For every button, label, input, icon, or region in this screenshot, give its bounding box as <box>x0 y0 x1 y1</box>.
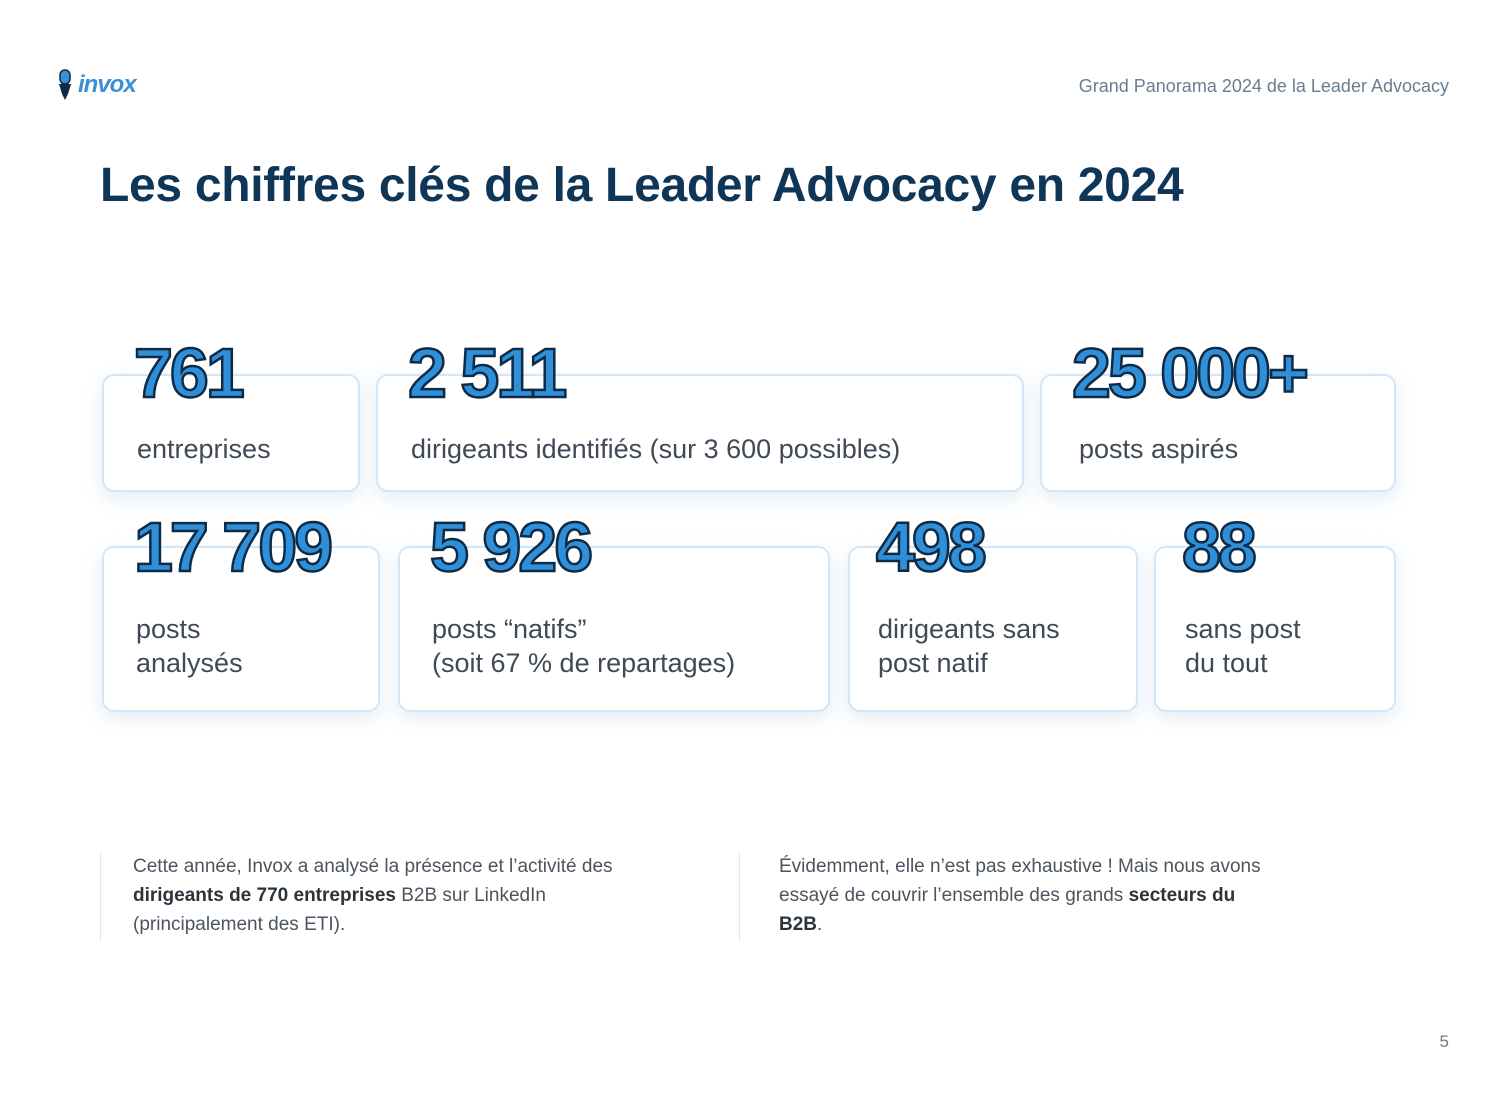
stat-card-no-native-post <box>848 546 1138 712</box>
intro-text-right: Évidemment, elle n’est pas exhaustive ! … <box>739 852 1261 942</box>
intro-text-left: Cette année, Invox a analysé la présence… <box>100 852 613 942</box>
stat-label-analyzed-posts: posts analysés <box>136 614 243 678</box>
stat-value-leaders: 2 511 <box>407 334 569 412</box>
stat-label-no-native-post: dirigeants sans post natif <box>878 614 1060 678</box>
brand-name: invox <box>78 71 137 98</box>
stat-card-no-post <box>1154 546 1396 712</box>
stat-label-leaders: dirigeants identifiés (sur 3 600 possibl… <box>411 434 901 464</box>
stat-label-collected-posts: posts aspirés <box>1079 434 1239 464</box>
stat-value-native-posts: 5 926 <box>429 508 595 586</box>
document-header-title: Grand Panorama 2024 de la Leader Advocac… <box>1078 76 1449 96</box>
stat-value-companies: 761 <box>133 334 246 412</box>
page-title: Les chiffres clés de la Leader Advocacy … <box>100 159 1184 212</box>
brand-logo: invox <box>56 68 137 102</box>
stat-value-collected-posts: 25 000+ <box>1071 334 1310 412</box>
stat-value-no-native-post: 498 <box>875 508 988 586</box>
stat-card-leaders <box>376 374 1024 492</box>
stat-label-companies: entreprises <box>137 434 271 464</box>
intro-paragraph-right: Évidemment, elle n’est pas exhaustive ! … <box>779 856 1261 935</box>
intro-paragraph-left: Cette année, Invox a analysé la présence… <box>133 856 613 935</box>
page-number: 5 <box>1439 1032 1449 1051</box>
stat-label-native-posts: posts “natifs” (soit 67 % de repartages) <box>432 614 736 678</box>
stat-value-analyzed-posts: 17 709 <box>133 508 335 586</box>
stat-label-no-post: sans post du tout <box>1185 614 1301 678</box>
stat-card-native-posts <box>398 546 830 712</box>
stat-card-analyzed-posts <box>102 546 380 712</box>
microphone-pen-icon <box>59 69 71 100</box>
stat-card-companies <box>102 374 360 492</box>
stat-value-no-post: 88 <box>1181 508 1258 586</box>
stat-card-collected-posts <box>1040 374 1396 492</box>
